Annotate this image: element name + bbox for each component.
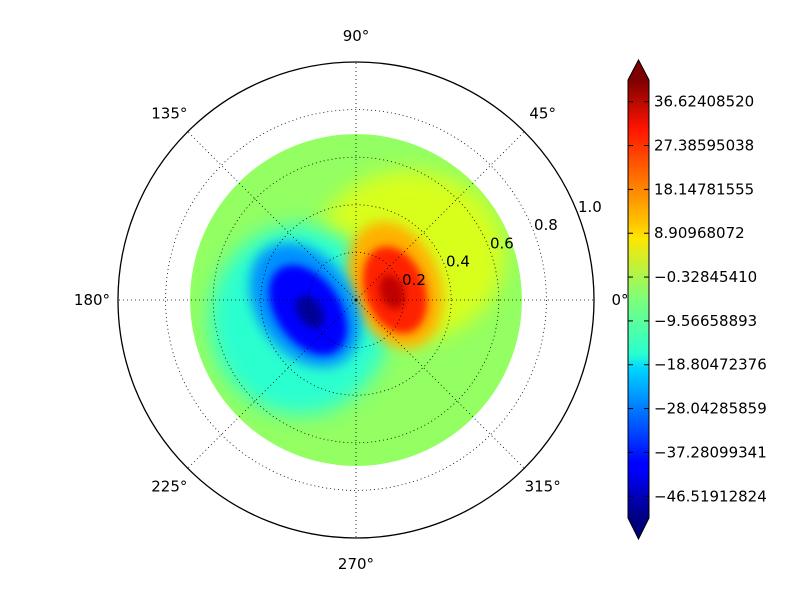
radial-gridline — [165, 109, 547, 491]
colorbar-tick-label: −46.51912824 — [654, 487, 767, 505]
colorbar-tick-label: 8.90968072 — [654, 224, 745, 242]
colorbar-tick-label: 18.14781555 — [654, 180, 754, 198]
colorbar-ticks: 36.62408520 27.38595038 18.14781555 8.90968… — [628, 93, 767, 505]
polar-axis-frame — [117, 61, 595, 539]
colorbar-tick-label: 36.62408520 — [654, 93, 754, 111]
colorbar-extend-max — [628, 60, 649, 80]
colorbar: 36.62408520 27.38595038 18.14781555 8.90968… — [627, 58, 767, 541]
colorbar-gradient — [628, 80, 649, 518]
angle-tick-label: 315° — [525, 478, 561, 496]
radial-tick-label: 0.6 — [490, 234, 514, 252]
radial-gridline — [260, 204, 452, 396]
radial-tick-labels: 0.2 0.4 0.6 0.8 1.0 — [402, 198, 602, 289]
colorbar-outline — [627, 58, 650, 541]
angle-tick-label: 180° — [74, 291, 110, 309]
angle-tick-label: 45° — [529, 104, 556, 122]
angle-tick-label: 225° — [151, 478, 187, 496]
angle-tick-label: 90° — [343, 27, 370, 45]
angle-tick-labels: 0° 45° 90° 135° 180° 225° 270° 315° — [74, 27, 629, 573]
radial-tick-label: 1.0 — [578, 198, 602, 216]
colorbar-tick-label: −9.56658893 — [654, 312, 757, 330]
colorbar-tick-label: −0.32845410 — [654, 268, 757, 286]
radial-tick-label: 0.4 — [446, 253, 470, 271]
radial-gridline — [212, 156, 500, 444]
colorbar-tick-label: −28.04285859 — [654, 400, 767, 418]
angle-tick-label: 0° — [611, 291, 628, 309]
colorbar-tick-label: −37.28099341 — [654, 443, 767, 461]
colorbar-extend-min — [628, 518, 649, 539]
angle-tick-label: 135° — [151, 104, 187, 122]
heatmap-field — [190, 134, 522, 466]
radial-gridline — [307, 251, 404, 348]
radial-tick-label: 0.8 — [534, 216, 558, 234]
colorbar-tick-label: −18.80472376 — [654, 356, 767, 374]
radial-tick-label: 0.2 — [402, 271, 426, 289]
polar-grid — [118, 62, 594, 538]
polar-origin-dot — [354, 298, 358, 302]
colorbar-tick-label: 27.38595038 — [654, 137, 754, 155]
angle-tick-label: 270° — [338, 555, 374, 573]
